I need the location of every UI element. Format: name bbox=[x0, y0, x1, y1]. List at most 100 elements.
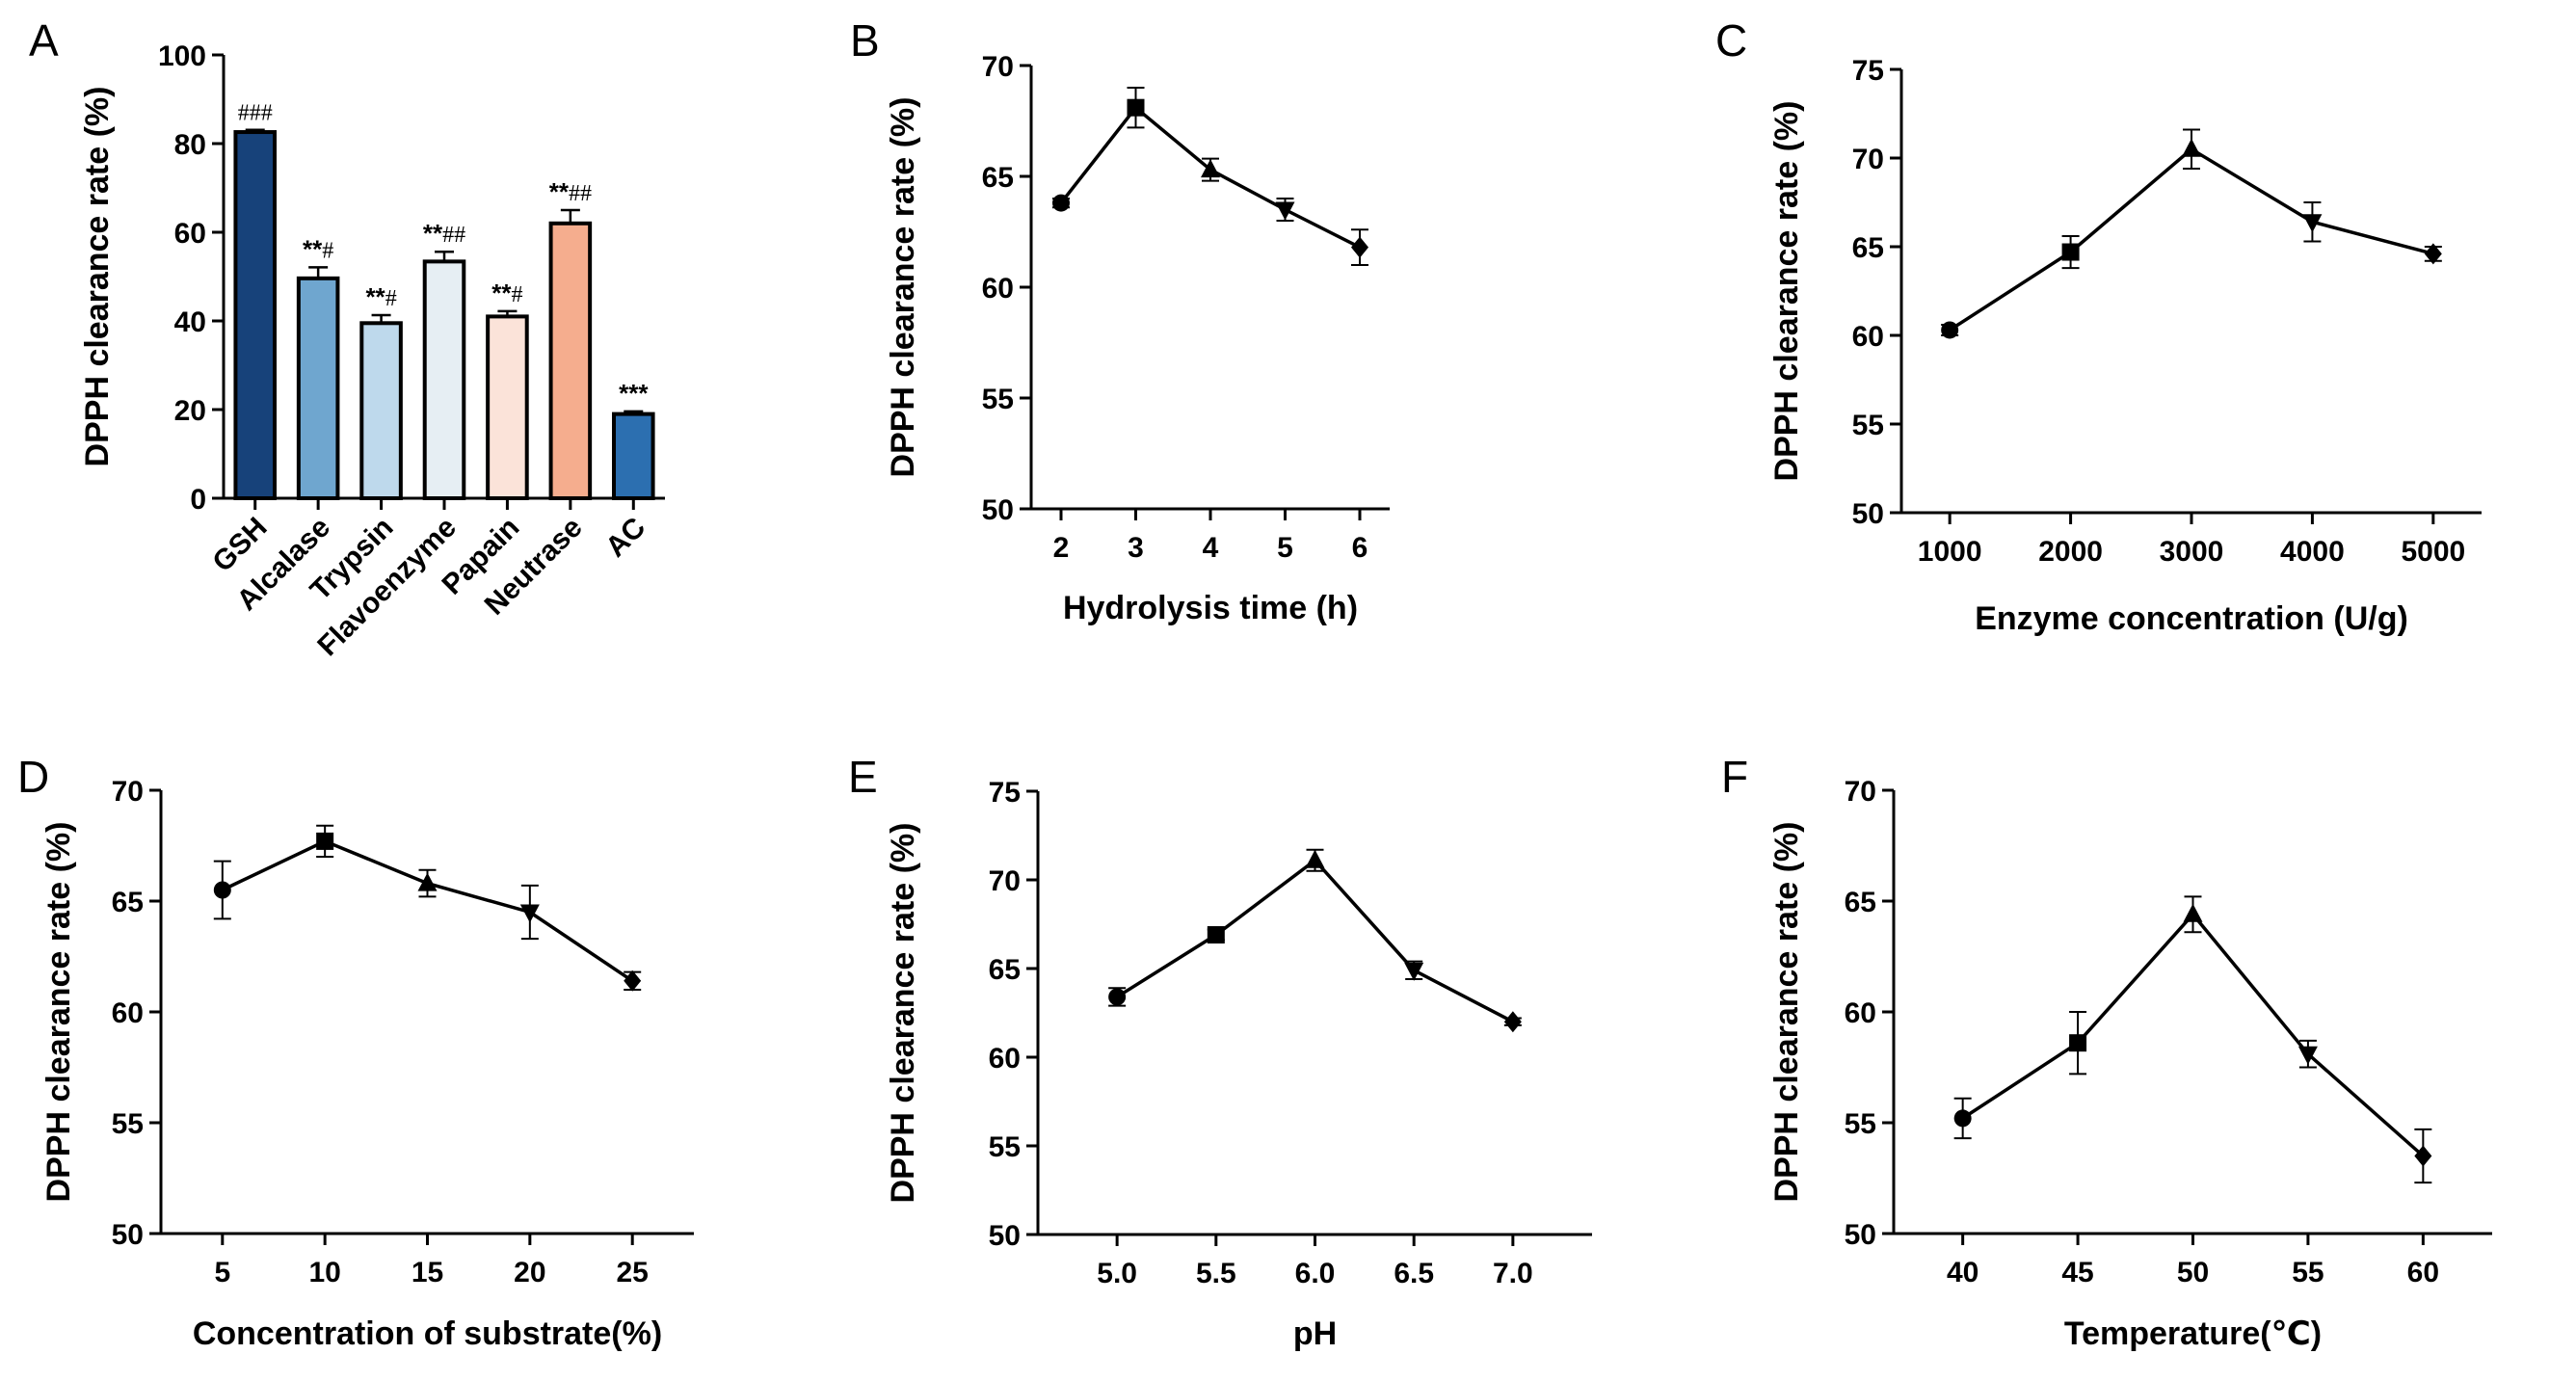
y-tick-label: 55 bbox=[1852, 410, 1884, 441]
panel-letter: F bbox=[1721, 752, 1748, 802]
significance-hashes: # bbox=[385, 286, 397, 311]
significance-hashes: # bbox=[322, 238, 333, 263]
data-point-square bbox=[316, 832, 334, 850]
data-point-diamond bbox=[1503, 1011, 1522, 1033]
data-point-triangle-down bbox=[1404, 962, 1424, 981]
x-tick-label: 2000 bbox=[2038, 536, 2103, 568]
x-tick-label: 7.0 bbox=[1493, 1258, 1533, 1289]
x-tick-label: 3 bbox=[1128, 532, 1144, 564]
x-axis-title: Enzyme concentration (U/g) bbox=[1975, 600, 2408, 637]
significance-stars: *** bbox=[619, 379, 649, 408]
panel-letter: B bbox=[850, 15, 880, 66]
significance-label: ### bbox=[238, 101, 273, 126]
significance-label: **## bbox=[423, 219, 465, 248]
bar bbox=[612, 412, 655, 501]
significance-label: **# bbox=[491, 279, 522, 307]
x-tick-label: 25 bbox=[617, 1257, 649, 1288]
data-point-triangle-up bbox=[2182, 138, 2201, 157]
y-tick-label: 55 bbox=[112, 1108, 144, 1140]
y-tick-label: 40 bbox=[174, 306, 206, 338]
x-tick-label: 5 bbox=[214, 1257, 230, 1288]
series-line bbox=[1961, 912, 2425, 1157]
y-tick-label: 20 bbox=[174, 395, 206, 427]
y-tick-label: 60 bbox=[982, 273, 1014, 305]
y-axis-title: DPPH clearance rate (%) bbox=[885, 97, 921, 478]
y-axis-title: DPPH clearance rate (%) bbox=[885, 823, 921, 1204]
y-tick-label: 55 bbox=[1845, 1108, 1876, 1140]
bar bbox=[233, 130, 277, 500]
x-axis-title: Hydrolysis time (h) bbox=[1063, 590, 1358, 626]
bar bbox=[296, 276, 340, 500]
bar bbox=[486, 314, 529, 500]
y-axis-title: DPPH clearance rate (%) bbox=[79, 87, 116, 467]
y-tick-label: 65 bbox=[989, 954, 1021, 986]
x-axis-title: pH bbox=[1293, 1315, 1337, 1352]
y-tick-label: 100 bbox=[158, 40, 206, 72]
x-tick-label: 50 bbox=[2177, 1257, 2209, 1288]
data-point-square bbox=[1127, 98, 1145, 117]
x-tick-label: 2 bbox=[1053, 532, 1070, 564]
y-tick-label: 60 bbox=[112, 997, 144, 1029]
data-point-diamond bbox=[2414, 1145, 2432, 1167]
y-tick-label: 65 bbox=[1852, 232, 1884, 264]
y-tick-label: 50 bbox=[1852, 498, 1884, 530]
significance-stars: ** bbox=[423, 219, 443, 248]
y-tick-label: 50 bbox=[112, 1219, 144, 1251]
y-tick-label: 70 bbox=[989, 865, 1021, 897]
y-tick-label: 80 bbox=[174, 129, 206, 161]
significance-label: **# bbox=[303, 234, 333, 263]
panel-b: B 50 55 60 65 70 DPPH clearance rate (%) 2 3 4 5 6 H… bbox=[850, 15, 1390, 626]
data-point-triangle-up bbox=[1201, 159, 1220, 178]
x-tick-label: 10 bbox=[308, 1257, 340, 1288]
data-point-circle bbox=[1941, 321, 1959, 339]
x-tick-label: 5000 bbox=[2401, 536, 2465, 568]
significance-stars: ** bbox=[303, 234, 323, 263]
data-point-diamond bbox=[1351, 236, 1368, 258]
panel-letter: E bbox=[848, 752, 878, 802]
series-line bbox=[1116, 858, 1514, 1023]
panel-letter: D bbox=[17, 752, 49, 802]
x-tick-label: 5.0 bbox=[1097, 1258, 1137, 1289]
significance-label: **# bbox=[365, 282, 396, 311]
y-tick-label: 60 bbox=[1852, 321, 1884, 353]
y-tick-label: 65 bbox=[982, 162, 1014, 194]
y-tick-label: 75 bbox=[989, 777, 1021, 809]
panel-e: E 50 55 60 65 70 75 DPPH clearance rate (%) 5.0 5… bbox=[848, 752, 1592, 1352]
y-tick-label: 0 bbox=[190, 484, 206, 516]
significance-stars: ** bbox=[549, 177, 570, 206]
data-point-diamond bbox=[2424, 243, 2442, 265]
y-axis-title: DPPH clearance rate (%) bbox=[1768, 101, 1805, 482]
significance-hashes: ### bbox=[238, 101, 273, 126]
panel-letter: C bbox=[1715, 15, 1747, 66]
x-tick-label: AC bbox=[599, 512, 651, 564]
significance-label: *** bbox=[619, 379, 649, 408]
panel-letter: A bbox=[29, 15, 59, 66]
data-point-triangle-down bbox=[2302, 214, 2323, 233]
y-tick-label: 65 bbox=[1845, 887, 1876, 918]
y-axis-title: DPPH clearance rate (%) bbox=[1768, 822, 1805, 1203]
y-tick-label: 65 bbox=[112, 887, 144, 918]
x-tick-label: 60 bbox=[2407, 1257, 2439, 1288]
data-point-square bbox=[2061, 243, 2080, 261]
data-point-diamond bbox=[624, 969, 642, 992]
x-tick-label: 3000 bbox=[2160, 536, 2224, 568]
data-point-triangle-down bbox=[1275, 201, 1295, 221]
x-axis-title: Concentration of substrate(%) bbox=[193, 1315, 662, 1352]
y-tick-label: 50 bbox=[989, 1220, 1021, 1252]
significance-hashes: ## bbox=[569, 181, 592, 206]
x-tick-label: 5 bbox=[1277, 532, 1293, 564]
y-tick-label: 50 bbox=[1845, 1219, 1876, 1251]
y-axis-title: DPPH clearance rate (%) bbox=[40, 822, 77, 1203]
x-tick-label: 5.5 bbox=[1196, 1258, 1236, 1289]
data-point-triangle-down bbox=[2297, 1046, 2318, 1065]
y-tick-label: 50 bbox=[982, 494, 1014, 526]
bar bbox=[422, 259, 466, 500]
x-tick-label: 4000 bbox=[2280, 536, 2345, 568]
y-tick-label: 55 bbox=[989, 1131, 1021, 1163]
panel-f: F 50 55 60 65 70 DPPH clearance rate (%) 40 45 50… bbox=[1721, 752, 2492, 1352]
x-tick-label: 6 bbox=[1352, 532, 1368, 564]
y-tick-label: 70 bbox=[1852, 144, 1884, 175]
significance-label: **## bbox=[549, 177, 592, 206]
